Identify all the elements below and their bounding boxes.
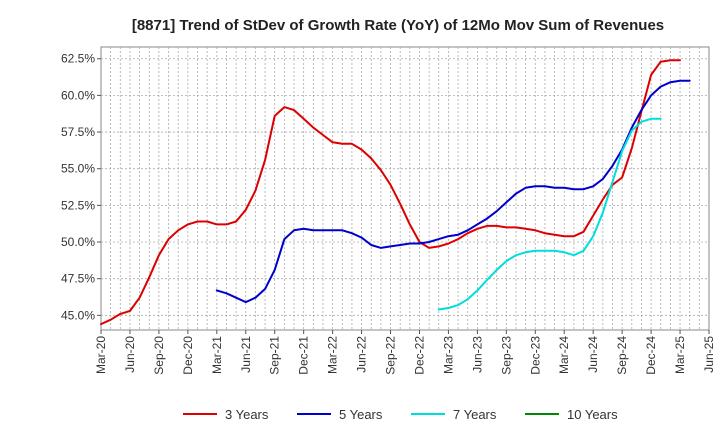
y-tick-label: 60.0% [61, 88, 95, 102]
axes: 45.0% 47.5% 50.0% 52.5% 55.0% 57.5% 60.0% 62.5%… [61, 52, 716, 375]
x-tick-label: Dec-22 [412, 336, 426, 375]
series-lines [100, 59, 691, 326]
x-tick-label: Jun-22 [355, 336, 369, 373]
x-tick-label: Dec-23 [528, 336, 542, 375]
y-tick-label: 45.0% [61, 308, 95, 322]
x-tick-label: Sep-22 [384, 336, 398, 375]
y-tick-label: 55.0% [61, 162, 95, 176]
x-tick-label: Sep-20 [152, 336, 166, 375]
legend-label: 10 Years [567, 407, 618, 422]
x-tick-label: Jun-25 [702, 336, 716, 373]
series-line-7-years [437, 117, 662, 311]
x-tick-label: Jun-24 [586, 336, 600, 373]
plot-area [100, 46, 710, 331]
x-tick-label: Dec-21 [297, 336, 311, 375]
x-tick-label: Jun-20 [123, 336, 137, 373]
x-tick-label: Sep-24 [615, 336, 629, 375]
x-tick-label: Mar-24 [557, 336, 571, 374]
y-tick-label: 52.5% [61, 198, 95, 212]
x-tick-label: Mar-25 [673, 336, 687, 374]
grid-lines [100, 46, 710, 331]
x-tick-label: Dec-24 [644, 336, 658, 375]
x-tick-label: Jun-23 [470, 336, 484, 373]
legend: 3 Years 5 Years 7 Years 10 Years [183, 407, 618, 422]
x-tick-label: Mar-20 [94, 336, 108, 374]
series-line-5-years [215, 79, 691, 304]
y-tick-label: 50.0% [61, 235, 95, 249]
x-tick-label: Mar-21 [210, 336, 224, 374]
x-tick-label: Mar-22 [326, 336, 340, 374]
x-tick-label: Mar-23 [441, 336, 455, 374]
chart-title: [8871] Trend of StDev of Growth Rate (Yo… [132, 17, 664, 34]
x-tick-label: Sep-21 [268, 336, 282, 375]
y-tick-label: 57.5% [61, 125, 95, 139]
series-line-3-years [100, 59, 681, 326]
legend-label: 5 Years [339, 407, 383, 422]
legend-label: 3 Years [225, 407, 269, 422]
legend-label: 7 Years [453, 407, 497, 422]
x-tick-label: Sep-23 [499, 336, 513, 375]
y-tick-label: 47.5% [61, 272, 95, 286]
y-tick-label: 62.5% [61, 52, 95, 66]
x-tick-label: Jun-21 [239, 336, 253, 373]
x-tick-label: Dec-20 [181, 336, 195, 375]
